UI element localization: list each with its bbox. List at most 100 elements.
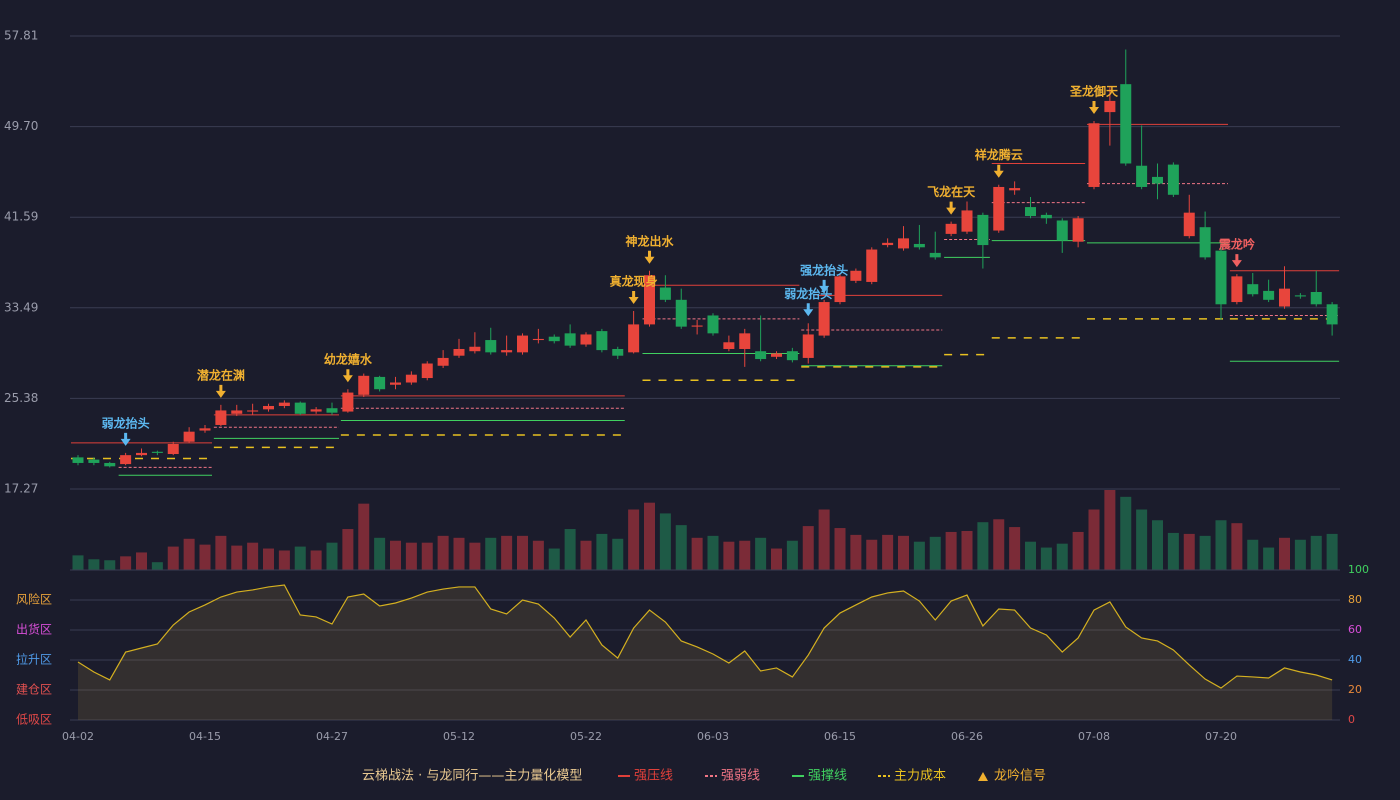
candle-body (929, 252, 941, 258)
y-tick-label: 17.27 (4, 482, 38, 496)
volume-bar (580, 540, 592, 570)
signal-label: 飞龙在天 (927, 184, 976, 199)
candle-body (612, 348, 624, 356)
legend-label: 强弱线 (721, 769, 760, 784)
zone-label: 拉升区 (16, 652, 52, 667)
legend-label: 强压线 (634, 769, 673, 784)
candle-body (866, 249, 878, 282)
candle-body (453, 348, 465, 356)
candle-body (437, 357, 449, 366)
legend-label: 强撑线 (808, 769, 847, 784)
volume-bar (136, 552, 147, 570)
volume-bar (104, 560, 116, 570)
volume-bar (1183, 533, 1195, 570)
candle-body (183, 431, 195, 442)
volume-bar (866, 539, 878, 570)
volume-bar (1104, 490, 1116, 570)
x-tick-label: 06-26 (951, 730, 983, 743)
indicator-area (78, 585, 1333, 720)
signal-arrow (1089, 101, 1099, 115)
volume-bar (1263, 547, 1275, 570)
volume-bar (882, 534, 894, 570)
signal-label: 幼龙嬉水 (324, 352, 373, 367)
volume-bar (961, 530, 973, 570)
legend-title: 云梯战法 · 与龙同行——主力量化模型 (362, 769, 582, 784)
volume-bar (739, 540, 751, 570)
candle-body (882, 242, 894, 246)
candle-body (628, 324, 640, 353)
candle-body (707, 315, 719, 334)
volume-bar (644, 502, 655, 570)
candle-body (1025, 207, 1036, 217)
volume-bar (548, 548, 560, 570)
volume-bar (834, 528, 846, 570)
signal-arrow (1231, 254, 1242, 268)
candle-body (1104, 100, 1116, 113)
volume-bar (596, 533, 608, 570)
y-tick-label: 41.59 (4, 210, 38, 224)
volume-bar (342, 529, 354, 570)
zone-label: 建仓区 (16, 683, 52, 697)
volume-bar (215, 535, 227, 570)
volume-bar (786, 540, 798, 570)
candle-body (1231, 276, 1243, 303)
volume-bar (437, 535, 449, 570)
signal-arrow (342, 369, 353, 383)
candle-body (548, 336, 560, 342)
candle-body (390, 382, 401, 385)
volume-bar (72, 555, 84, 570)
volume-bar (1040, 547, 1052, 570)
volume-bar (517, 535, 528, 570)
volume-bar (231, 545, 243, 570)
candle-body (961, 210, 973, 232)
candle-body (834, 276, 846, 303)
indicator-tick-label: 20 (1348, 683, 1362, 696)
candle-body (294, 402, 306, 414)
volume-bar (977, 522, 989, 570)
x-tick-label: 06-03 (697, 730, 729, 743)
volume-bar (278, 550, 290, 570)
signal-arrow (644, 250, 655, 264)
signal-arrow (946, 201, 957, 215)
candle-body (421, 363, 433, 379)
candle-body (326, 408, 338, 413)
volume-bar (390, 540, 401, 570)
volume-bar (183, 538, 195, 570)
volume-bar (1152, 520, 1163, 570)
candle-body (1009, 188, 1021, 191)
volume-bar (929, 536, 941, 570)
candle-body (72, 457, 84, 463)
volume-bar (199, 544, 211, 570)
candle-body (469, 346, 481, 352)
volume-bar (771, 548, 782, 570)
volume-bar (723, 541, 735, 570)
candle-body (596, 331, 608, 351)
zone-label: 风险区 (16, 592, 52, 607)
candle-body (802, 334, 814, 358)
volume-bar (294, 546, 306, 570)
candle-body (374, 376, 386, 390)
volume-bar (374, 537, 386, 570)
candle-body (104, 462, 116, 467)
candle-body (786, 351, 798, 361)
volume-bar (1247, 539, 1259, 570)
candle-body (517, 335, 528, 353)
volume-bar (421, 542, 433, 570)
x-tick-label: 05-12 (443, 730, 475, 743)
volume-bar (1009, 527, 1021, 570)
volume-bar (898, 535, 909, 570)
y-tick-label: 25.38 (4, 391, 38, 405)
volume-bar (1088, 509, 1100, 570)
volume-bar (1279, 537, 1290, 570)
volume-bar (405, 542, 417, 570)
signal-label: 真龙现身 (610, 273, 658, 288)
candle-body (1326, 304, 1338, 325)
volume-bar (1199, 535, 1211, 570)
signal-arrow (628, 290, 639, 304)
volume-bar (1025, 541, 1036, 570)
candle-body (310, 409, 322, 412)
zone-label: 低吸区 (16, 713, 52, 727)
volume-bar (1056, 543, 1068, 570)
candle-body (580, 334, 592, 345)
candle-body (199, 428, 211, 431)
